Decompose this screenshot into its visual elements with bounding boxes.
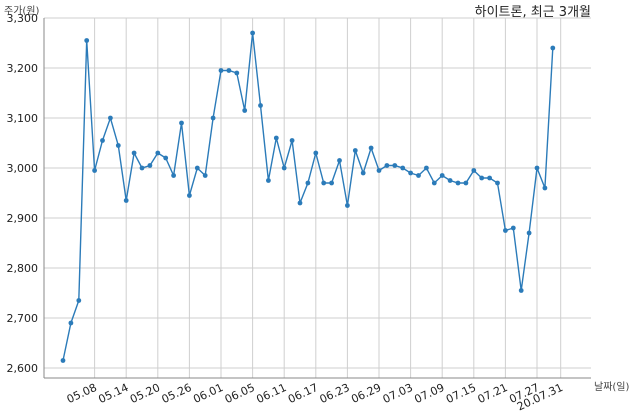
price-point [242, 108, 248, 113]
price-point [463, 180, 469, 186]
axes [43, 18, 591, 379]
price-point [360, 170, 366, 176]
price-point [526, 230, 532, 236]
x-axis-title: 날짜(일) [594, 381, 630, 393]
price-point [345, 203, 350, 208]
price-point [447, 178, 453, 183]
price-line [62, 32, 554, 361]
price-point [439, 173, 445, 178]
y-axis-title: 주가(원) [4, 5, 40, 17]
price-point [431, 180, 437, 186]
price-point [329, 180, 334, 186]
price-point [487, 175, 492, 181]
y-tick-label: 2,800 [7, 262, 39, 275]
price-point [100, 138, 105, 143]
price-point [495, 180, 500, 186]
price-point [337, 158, 342, 163]
price-point [305, 180, 311, 186]
price-point [187, 193, 192, 198]
y-tick-label: 3,100 [7, 112, 39, 125]
price-point [139, 165, 145, 171]
price-point [550, 45, 556, 51]
price-point [115, 143, 121, 148]
price-point [171, 173, 177, 178]
price-point [218, 68, 224, 73]
price-point [289, 138, 295, 143]
price-point [266, 178, 271, 183]
y-tick-labels: 2,600 2,700 2,800 2,900 3,000 3,100 3,200 3,300 [7, 12, 39, 375]
grid-lines [44, 17, 591, 378]
x-tick-label: 06.05 [223, 381, 257, 406]
x-tick-label: 06.01 [191, 381, 225, 406]
price-point [147, 163, 153, 168]
x-tick-label: 06.23 [318, 381, 352, 406]
price-point [131, 150, 137, 156]
price-point [518, 288, 524, 293]
price-point [384, 163, 390, 168]
x-tick-label: 05.14 [96, 381, 130, 406]
y-tick-label: 2,600 [7, 362, 39, 375]
x-tick-label: 06.29 [349, 381, 383, 406]
x-tick-label: 05.08 [65, 381, 99, 406]
price-point [392, 163, 398, 168]
y-tick-label: 3,200 [7, 62, 39, 75]
price-point [179, 120, 184, 126]
price-point [155, 150, 161, 156]
price-point [352, 148, 358, 153]
x-tick-label: 07.09 [412, 381, 446, 406]
price-point [60, 358, 66, 363]
x-tick-label: 06.17 [286, 381, 320, 406]
x-tick-label: 05.20 [128, 381, 162, 406]
price-point [376, 168, 382, 173]
price-point [297, 200, 303, 206]
price-point [163, 155, 169, 161]
price-point [123, 198, 129, 203]
x-tick-label: 05.26 [160, 381, 194, 406]
price-point [416, 173, 421, 178]
price-point [510, 225, 516, 231]
price-point [408, 170, 413, 176]
y-tick-label: 2,900 [7, 212, 39, 225]
y-tick-label: 2,700 [7, 312, 39, 325]
price-point [84, 38, 90, 43]
price-point [368, 145, 374, 151]
price-point [68, 320, 74, 326]
x-tick-label: 20.07.31 [515, 381, 565, 413]
price-point [92, 168, 97, 173]
x-tick-label: 07.15 [444, 381, 478, 406]
price-point [108, 115, 113, 121]
price-point [281, 165, 287, 171]
price-point [455, 180, 461, 186]
price-point [234, 70, 240, 76]
price-point [503, 228, 508, 233]
price-point [424, 165, 429, 171]
x-tick-label: 06.11 [254, 381, 288, 406]
price-point [534, 165, 540, 171]
price-series [60, 30, 556, 363]
x-tick-label: 07.03 [381, 381, 415, 406]
price-point [273, 135, 279, 141]
price-point [194, 165, 200, 171]
price-point [542, 185, 548, 191]
x-tick-label: 07.21 [476, 381, 510, 406]
x-tick-labels: 05.0805.1405.2005.2606.0106.0506.1106.17… [65, 381, 565, 413]
price-point [321, 180, 327, 186]
price-point [313, 150, 319, 156]
price-point [250, 30, 256, 36]
price-point [471, 168, 477, 173]
y-tick-label: 3,000 [7, 162, 39, 175]
price-point [210, 115, 216, 121]
price-point [76, 298, 82, 303]
price-point [258, 103, 263, 108]
price-point [202, 173, 208, 178]
chart-title: 하이트론, 최근 3개월 [475, 5, 591, 20]
price-point [400, 165, 406, 171]
price-point [226, 68, 232, 73]
price-point [479, 175, 485, 181]
y-tick-label: 3,300 [7, 12, 39, 25]
